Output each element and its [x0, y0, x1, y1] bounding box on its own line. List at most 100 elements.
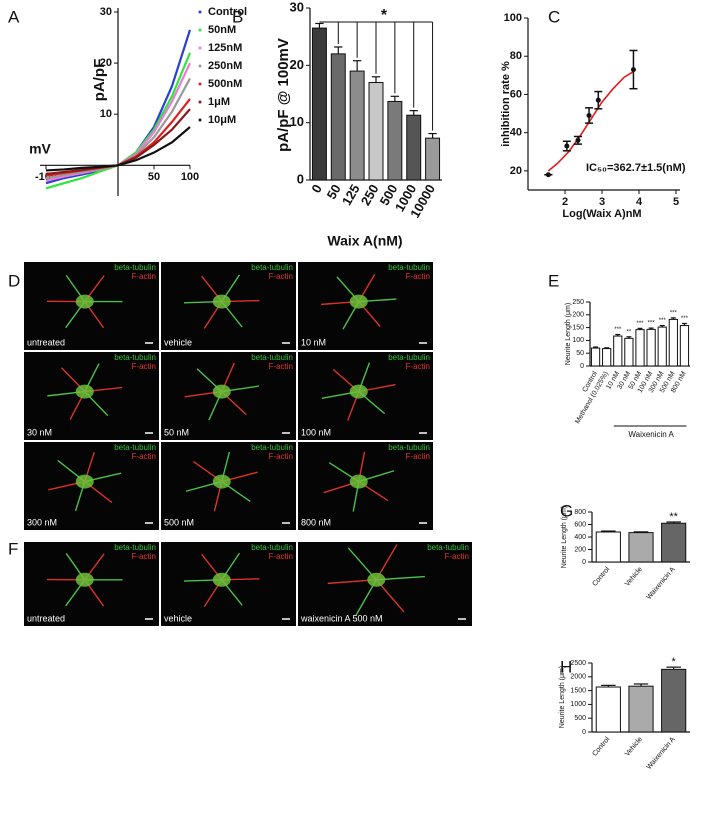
soma [212, 572, 231, 587]
y-tick-label: 200 [574, 546, 586, 553]
stain-label: F-actin [269, 452, 293, 461]
y-tick-label: 10 [100, 108, 112, 120]
annotation: IC₅₀=362.7±1.5(nM) [586, 162, 686, 174]
iv-curve [45, 126, 191, 172]
y-tick-label: 0 [297, 171, 304, 186]
condition-label: 300 nM [27, 517, 57, 527]
y-tick-label: 0 [580, 363, 584, 370]
stain-label: F-actin [406, 452, 430, 461]
x-axis-title: Log(Waix A)nM [562, 208, 641, 220]
stain-label: beta-tubulin [114, 263, 156, 272]
legend-marker [198, 28, 202, 32]
y-tick-label: 20 [510, 165, 522, 177]
y-axis-title: pA/pF [91, 59, 108, 102]
x-tick-label: 0 [308, 182, 325, 196]
y-tick-label: 100 [504, 12, 522, 24]
y-tick-label: 2500 [570, 660, 586, 667]
x-axis-title: mV [29, 141, 51, 157]
y-tick-label: 1500 [570, 687, 586, 694]
y-tick-label: 200 [572, 312, 584, 319]
error-bar [315, 22, 324, 29]
group-label: Waixenicin A [628, 430, 674, 439]
y-tick-label: 80 [510, 50, 522, 62]
y-axis-title: Neurite Length (μm) [559, 666, 566, 728]
bar [387, 100, 403, 181]
bar [425, 137, 441, 181]
y-tick-label: 20 [290, 57, 304, 72]
x-tick-label: 100 [181, 171, 199, 183]
significance: ** [669, 511, 678, 523]
y-tick-label: 10 [290, 114, 304, 129]
legend-label: 10μM [208, 114, 236, 126]
soma [212, 384, 231, 399]
stain-label: F-actin [132, 362, 156, 371]
stain-label: F-actin [132, 272, 156, 281]
bar [595, 531, 621, 563]
x-tick-label: 4 [636, 196, 643, 208]
significance: *** [614, 327, 622, 333]
error-bar [626, 336, 632, 339]
bar [624, 337, 634, 367]
x-tick-label: Waixenicin A [646, 566, 677, 601]
error-bar [593, 346, 599, 349]
x-tick-label: Vehicle [624, 736, 644, 758]
bar [595, 686, 621, 733]
error-bar [390, 95, 400, 102]
legend-label: 125nM [208, 42, 242, 54]
bar [368, 82, 384, 181]
stain-label: F-actin [406, 362, 430, 371]
condition-label: 500 nM [164, 517, 194, 527]
stain-label: beta-tubulin [251, 353, 293, 362]
x-tick-label: Control [591, 566, 611, 588]
stain-label: beta-tubulin [251, 263, 293, 272]
bar [602, 348, 612, 367]
image-background [298, 542, 472, 626]
bar [635, 329, 645, 367]
significance: *** [670, 310, 678, 316]
y-tick-label: 20 [100, 57, 112, 69]
legend-marker [198, 100, 202, 104]
y-tick-label: 1000 [570, 701, 586, 708]
error-bar [637, 327, 643, 330]
y-tick-label: 60 [510, 88, 522, 100]
error-bar [604, 347, 610, 349]
error-bar [681, 322, 687, 326]
error-bar [334, 46, 343, 54]
point [595, 97, 601, 103]
error-bar [601, 530, 616, 532]
x-tick-label: Waixenicin A [646, 736, 677, 771]
point [564, 143, 570, 149]
soma [349, 294, 368, 309]
soma [75, 294, 94, 309]
legend-label: 1μM [208, 96, 230, 108]
bar [349, 70, 365, 181]
x-tick-label: 2 [562, 196, 568, 208]
error-bar [666, 521, 681, 524]
bar [668, 318, 678, 367]
y-tick-label: 400 [574, 534, 586, 541]
significance: *** [681, 316, 689, 322]
bar [330, 53, 346, 181]
stain-label: beta-tubulin [388, 263, 430, 272]
soma [367, 572, 386, 587]
stain-label: beta-tubulin [388, 443, 430, 452]
significance: *** [659, 318, 667, 324]
x-tick-label: 50 [324, 182, 344, 202]
bar [628, 532, 654, 563]
error-bar [633, 531, 649, 533]
y-tick-label: 40 [510, 127, 522, 139]
stain-label: F-actin [269, 362, 293, 371]
panel-letter: F [8, 539, 18, 558]
stain-label: F-actin [269, 272, 293, 281]
bar [628, 685, 654, 733]
soma [75, 572, 94, 587]
y-axis-title: Neurite Length (μm) [565, 303, 572, 365]
soma [212, 294, 231, 309]
